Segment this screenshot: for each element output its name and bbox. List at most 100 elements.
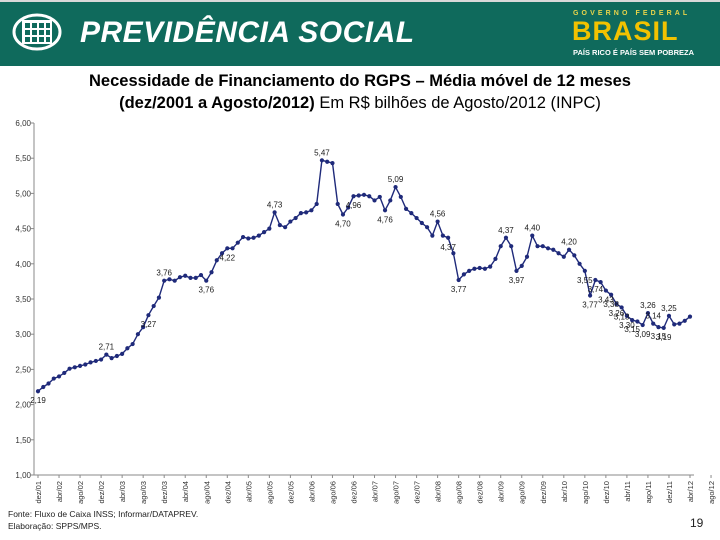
data-point: [451, 251, 456, 256]
x-tick-label: abr/10: [560, 481, 569, 502]
data-point: [198, 272, 204, 278]
data-label: 4,20: [561, 238, 577, 247]
x-tick-label: dez/10: [602, 481, 611, 504]
data-point: [482, 266, 488, 271]
data-point: [261, 230, 267, 235]
data-point: [403, 206, 409, 211]
x-tick-label: abr/02: [55, 481, 64, 502]
data-point: [666, 313, 672, 318]
data-point: [214, 258, 219, 263]
data-point: [656, 325, 661, 330]
data-point: [183, 273, 188, 278]
data-point: [246, 236, 251, 241]
data-label: 3,55: [577, 276, 593, 285]
data-point: [77, 363, 83, 368]
source-text: Fonte: Fluxo de Caixa INSS; Informar/DAT…: [8, 509, 199, 519]
x-tick-label: abr/11: [623, 481, 632, 502]
data-label: 3,97: [509, 276, 525, 285]
data-label: 4,56: [430, 210, 446, 219]
chart-title-unit: Em R$ bilhões de Agosto/2012 (INPC): [314, 94, 601, 112]
data-point: [540, 244, 545, 249]
data-point: [587, 293, 593, 298]
data-point: [288, 219, 293, 224]
data-point: [372, 198, 377, 203]
data-point: [72, 365, 77, 370]
data-point: [41, 384, 46, 390]
data-label: 3,74: [588, 285, 604, 294]
data-label: 4,22: [220, 253, 236, 262]
data-point: [498, 244, 503, 249]
data-point: [314, 201, 319, 207]
footer-source: Fonte: Fluxo de Caixa INSS; Informar/DAT…: [8, 508, 198, 532]
prepared-by-text: Elaboração: SPPS/MPS.: [8, 521, 102, 531]
data-point: [503, 235, 509, 240]
y-tick-label: 6,00: [15, 119, 31, 128]
x-tick-label: dez/05: [286, 481, 295, 504]
data-point: [93, 358, 98, 364]
data-label: 4,70: [335, 220, 351, 229]
data-point: [356, 193, 361, 198]
data-label: 4,96: [346, 201, 362, 210]
data-point: [62, 370, 67, 376]
data-point: [419, 220, 424, 226]
data-point: [309, 208, 314, 213]
data-point: [304, 210, 309, 215]
data-point: [83, 362, 88, 367]
y-tick-label: 4,50: [15, 225, 31, 234]
data-point: [277, 222, 282, 228]
data-point: [556, 251, 561, 256]
data-point: [109, 356, 114, 361]
data-point: [51, 376, 56, 381]
x-tick-label: abr/12: [686, 481, 695, 502]
data-point: [56, 374, 62, 379]
data-point: [267, 226, 272, 231]
data-label: 4,73: [267, 200, 283, 209]
data-point: [114, 353, 119, 359]
data-point: [640, 322, 645, 328]
data-point: [346, 205, 351, 210]
data-point: [561, 254, 566, 259]
data-point: [551, 247, 556, 252]
data-point: [414, 215, 419, 221]
data-point: [367, 194, 372, 199]
data-point: [446, 235, 451, 240]
x-tick-label: dez/11: [665, 481, 674, 503]
data-point: [240, 234, 246, 240]
data-label: 5,09: [388, 175, 404, 184]
data-label: 3,26: [640, 301, 656, 310]
chart-title: Necessidade de Financiamento do RGPS – M…: [0, 70, 720, 114]
data-point: [619, 305, 624, 310]
data-label: 2,19: [30, 396, 46, 405]
data-point: [456, 277, 461, 283]
data-point: [298, 211, 304, 216]
data-label: 3,76: [156, 269, 172, 278]
data-point: [256, 233, 261, 238]
chart-title-period: (dez/2001 a Agosto/2012): [119, 94, 315, 112]
data-point: [172, 278, 177, 283]
data-label: 3,26: [609, 309, 625, 318]
chart-title-line2: (dez/2001 a Agosto/2012) Em R$ bilhões d…: [0, 92, 720, 114]
data-label: 5,47: [314, 148, 330, 157]
x-tick-label: abr/08: [434, 481, 443, 502]
data-point: [188, 275, 193, 280]
data-label: 3,27: [141, 320, 157, 329]
y-tick-label: 5,50: [15, 154, 31, 163]
y-tick-label: 4,00: [15, 260, 31, 269]
page-number: 19: [690, 516, 704, 530]
data-point: [88, 360, 93, 365]
data-point: [162, 278, 167, 283]
data-point: [677, 321, 682, 326]
data-point: [593, 277, 598, 283]
data-point: [361, 192, 367, 197]
data-label: 3,19: [656, 333, 672, 342]
data-point: [67, 366, 72, 371]
data-point: [293, 215, 298, 221]
data-label: 3,15: [651, 332, 667, 341]
data-point: [609, 292, 614, 297]
data-label: 4,40: [524, 224, 540, 233]
gov-slogan: PAÍS RICO É PAÍS SEM POBREZA: [573, 48, 694, 57]
data-point: [682, 318, 687, 323]
data-point: [614, 301, 619, 307]
data-point: [530, 233, 535, 238]
x-tick-label: ago/08: [455, 481, 464, 504]
